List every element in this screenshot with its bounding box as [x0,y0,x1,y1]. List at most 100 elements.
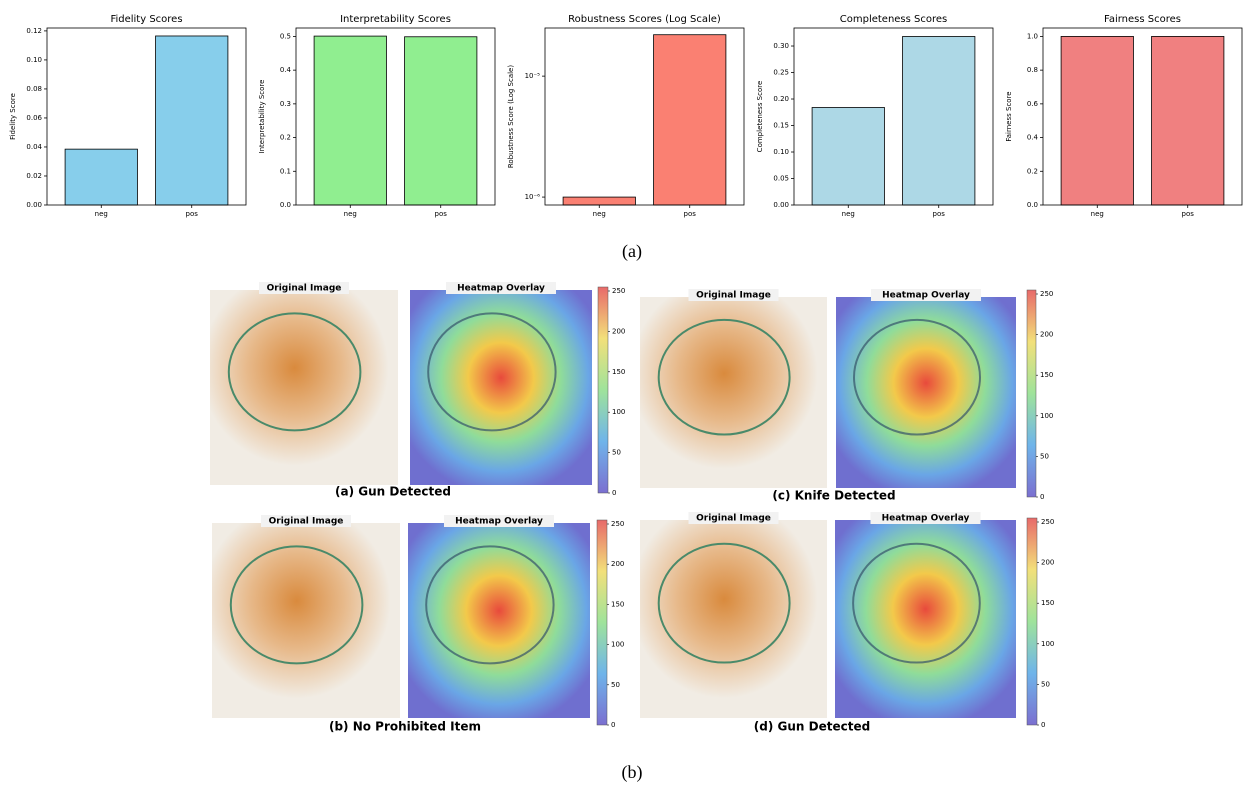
x-tick-label: neg [1091,210,1104,218]
x-tick-label: pos [435,210,448,218]
colorbar [596,519,608,726]
title-band [688,512,779,524]
colorbar-tick-label: 250 [1040,290,1053,298]
image-title: Original Image [696,514,771,524]
colorbar-tick-label: 50 [611,681,620,689]
colorbar-tick-label: 200 [612,327,625,335]
y-axis-label: Fidelity Score [9,93,17,140]
colorbar-tick-label: 250 [1041,518,1054,526]
bar [404,36,478,206]
y-tick-label: 10⁻⁶ [525,193,541,201]
y-tick-label: 1.0 [1027,32,1038,40]
y-tick-label: 0.2 [1027,167,1038,175]
x-tick-label: pos [684,210,697,218]
heatmap-image [408,523,590,718]
y-axis-label: Robustness Score (Log Scale) [507,65,515,168]
colorbar-tick-label: 250 [612,287,625,295]
colorbar-tick-label: 200 [1041,559,1054,567]
y-tick-label: 0.6 [1027,100,1039,108]
x-tick-label: pos [1182,210,1195,218]
object-outline [657,318,791,436]
bar [1151,36,1225,206]
bar [1060,36,1134,206]
object-outline [852,542,981,664]
title-band [446,282,556,294]
y-tick-label: 0.08 [26,85,42,93]
y-tick-label: 0.30 [773,42,789,50]
chart-title: Fidelity Scores [110,14,182,25]
bar [562,196,636,206]
y-tick-label: 0.00 [773,201,789,209]
colorbar-tick-label: 150 [1040,371,1053,379]
y-tick-label: 0.25 [773,69,789,77]
bar [64,148,138,206]
object-outline [229,545,364,665]
x-tick-label: neg [344,210,357,218]
colorbar-tick-label: 0 [1040,493,1044,501]
image-title: Heatmap Overlay [882,514,970,524]
y-axis-label: Fairness Score [1005,91,1013,141]
image-title: Heatmap Overlay [882,291,970,301]
colorbar-tick-label: 0 [611,721,615,729]
colorbar [1026,517,1038,726]
y-tick-label: 0.05 [773,175,789,183]
colorbar [597,286,609,494]
y-tick-label: 0.4 [1027,134,1039,142]
y-tick-label: 0.10 [26,56,42,64]
y-tick-label: 0.10 [773,148,789,156]
colorbar-tick-label: 0 [1041,721,1045,729]
caption: (a) [622,241,642,262]
bar [313,35,387,206]
y-axis-label: Completeness Score [756,81,764,153]
y-tick-label: 0.06 [26,114,42,122]
y-tick-label: 0.0 [280,201,291,209]
colorbar-tick-label: 150 [1041,599,1054,607]
chart-title: Fairness Scores [1104,14,1181,25]
y-tick-label: 0.5 [280,32,291,40]
y-tick-label: 0.02 [26,172,42,180]
caption: (b) [622,762,643,783]
y-tick-label: 0.15 [773,122,789,130]
y-tick-label: 10⁻⁵ [525,72,541,80]
y-axis-label: Interpretability Score [258,80,266,154]
heatmap-image [410,290,592,485]
colorbar-tick-label: 200 [611,560,624,568]
image-title: Heatmap Overlay [455,517,543,527]
colorbar-tick-label: 50 [1040,452,1049,460]
heatmap-image [835,520,1016,718]
title-band [259,282,349,294]
object-outline [427,312,557,432]
axes-frame [1042,27,1243,206]
image-title: Original Image [269,517,344,527]
image-title: Heatmap Overlay [457,284,545,294]
axes-frame [46,27,247,206]
original-image [210,290,398,485]
title-band [870,512,981,524]
x-tick-label: pos [186,210,199,218]
chart-title: Interpretability Scores [340,14,451,25]
y-tick-label: 0.20 [773,95,789,103]
image-title: Original Image [696,291,771,301]
chart-title: Robustness Scores (Log Scale) [568,14,721,25]
bar [811,107,885,206]
panel-caption: (a) Gun Detected [335,485,451,499]
original-image [212,523,400,718]
colorbar-tick-label: 100 [612,408,625,416]
colorbar-tick-label: 100 [1040,412,1053,420]
x-tick-label: pos [933,210,946,218]
original-image [640,520,827,718]
image-title: Original Image [267,284,342,294]
colorbar-tick-label: 50 [1041,680,1050,688]
y-tick-label: 0.8 [1027,66,1038,74]
y-tick-label: 0.0 [1027,201,1038,209]
x-tick-label: neg [95,210,108,218]
panel-caption: (c) Knife Detected [772,489,895,503]
colorbar-tick-label: 0 [612,489,616,497]
object-outline [425,545,555,665]
y-tick-label: 0.3 [280,100,291,108]
x-tick-label: neg [593,210,606,218]
y-tick-label: 0.2 [280,134,291,142]
title-band [261,515,351,527]
colorbar-tick-label: 150 [611,600,624,608]
heatmap-image [836,297,1016,488]
